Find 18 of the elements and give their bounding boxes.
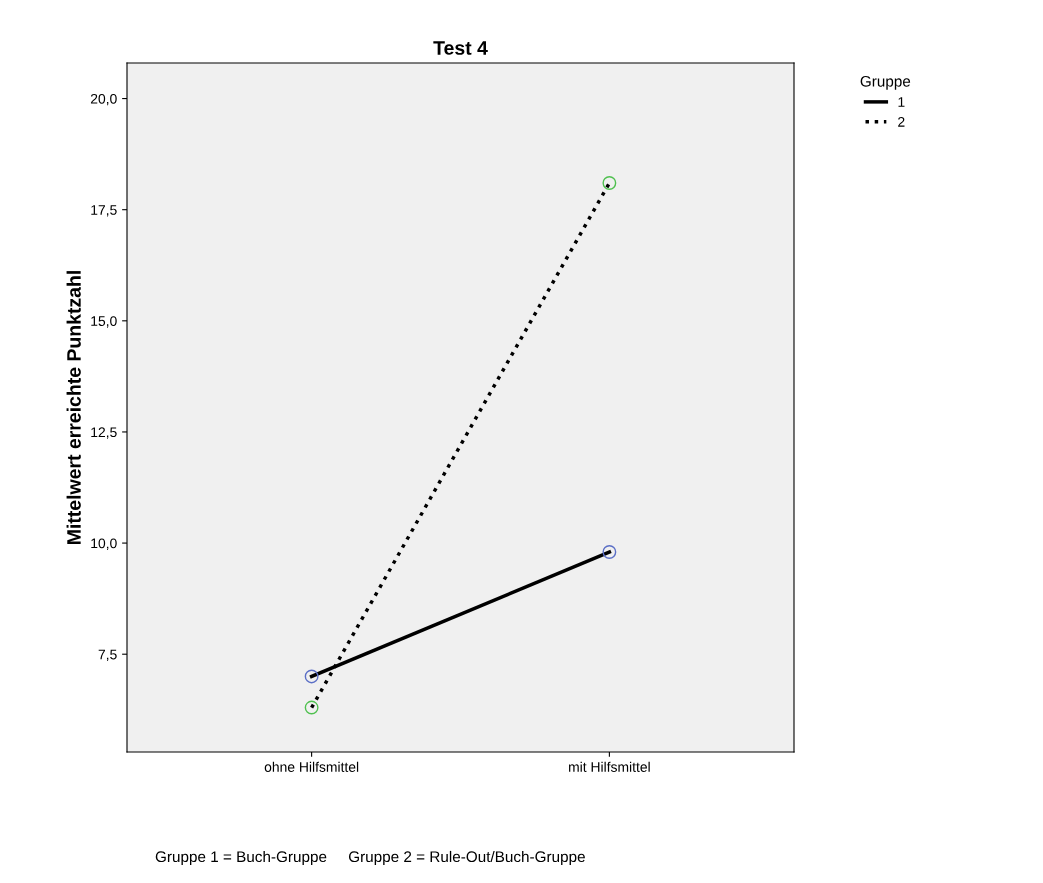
point	[602, 545, 617, 559]
point	[602, 176, 617, 190]
y-axis-title: Mittelwert erreichte Punktzahl	[66, 271, 81, 544]
chart-title: Test 4	[433, 41, 488, 55]
point	[304, 700, 319, 715]
y-tick-label: 17,5	[91, 205, 117, 217]
y-tick-label: 10,0	[91, 538, 117, 550]
y-tick-label: 12,5	[91, 427, 117, 439]
y-tick-label: 20,0	[90, 93, 117, 106]
point	[304, 669, 319, 684]
x-tick-label: ohne Hilfsmittel	[264, 761, 359, 772]
y-tick-label: 15,0	[91, 316, 117, 328]
x-tick-label: mit Hilfsmittel	[569, 761, 650, 772]
legend-label: 1	[898, 97, 905, 107]
legend-title: Gruppe	[860, 75, 911, 90]
y-tick-label: 7,5	[98, 649, 117, 662]
legend-label: 2	[898, 116, 905, 127]
text: Gruppe 1 = Buch-Gruppe Gruppe 2 = Rule-Out/Buch-Gruppe	[155, 850, 585, 866]
